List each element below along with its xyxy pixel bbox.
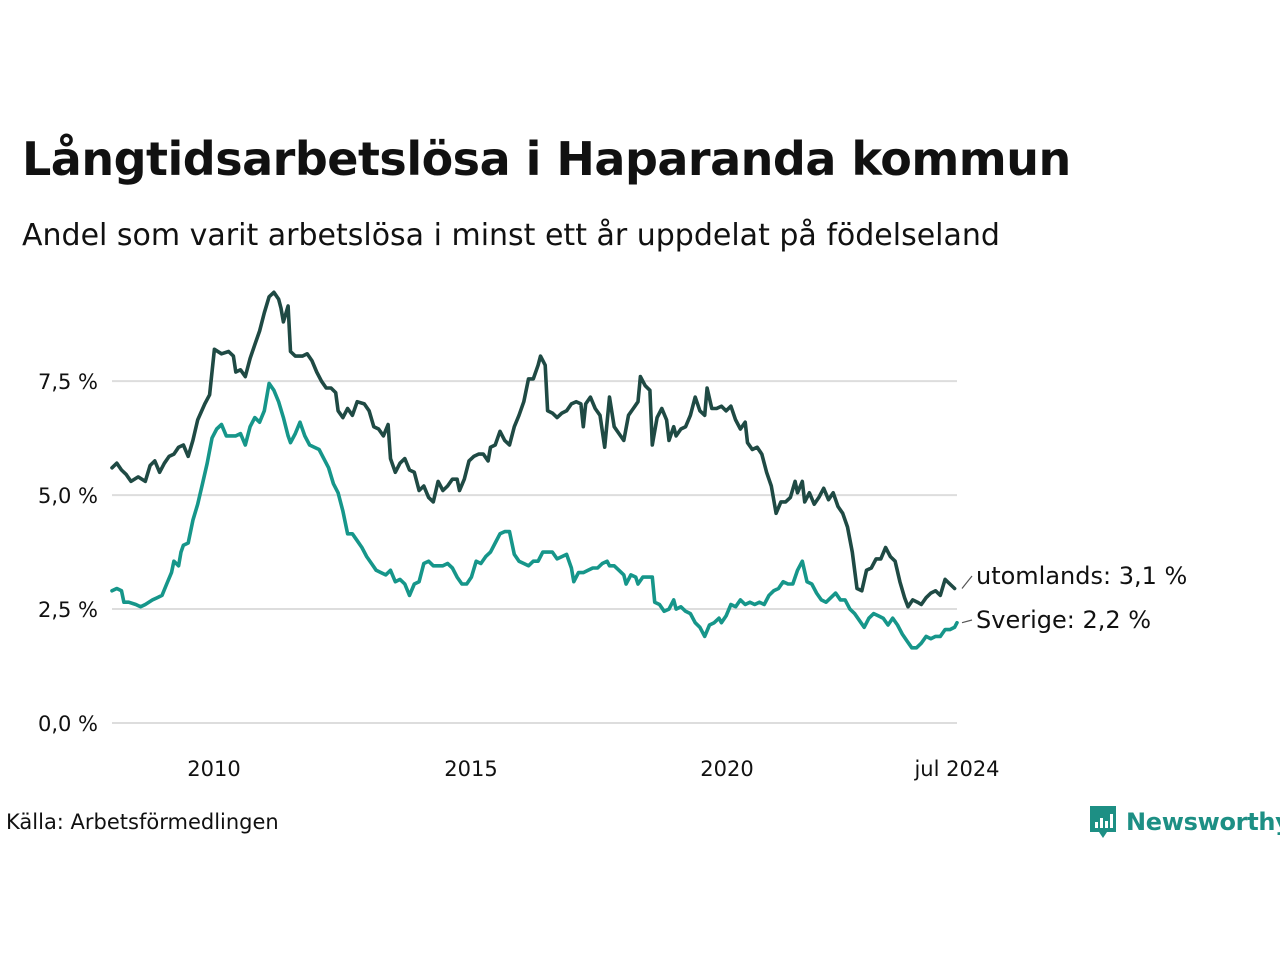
end-label-connector	[961, 619, 973, 624]
end-label-connector	[961, 575, 973, 589]
x-tick-label: 2015	[444, 757, 497, 781]
source-note: Källa: Arbetsförmedlingen	[6, 810, 279, 834]
end-label-utomlands: utomlands: 3,1 %	[976, 562, 1187, 590]
bar-chart-icon	[1090, 806, 1116, 838]
y-tick-label: 7,5 %	[38, 370, 98, 394]
x-tick-label: 2010	[187, 757, 240, 781]
y-tick-label: 0,0 %	[38, 712, 98, 736]
chart-subtitle: Andel som varit arbetslösa i minst ett å…	[22, 218, 1000, 253]
x-tick-label: 2020	[700, 757, 753, 781]
brand-name: Newsworthy	[1126, 808, 1280, 836]
y-tick-label: 5,0 %	[38, 484, 98, 508]
chart-title: Långtidsarbetslösa i Haparanda kommun	[22, 132, 1071, 186]
newsworthy-logo: Newsworthy	[1088, 804, 1280, 840]
end-label-sverige: Sverige: 2,2 %	[976, 606, 1151, 634]
series-line-sverige	[110, 381, 959, 650]
x-tick-label: jul 2024	[913, 757, 999, 781]
series-line-utomlands	[110, 290, 957, 609]
y-tick-label: 2,5 %	[38, 598, 98, 622]
